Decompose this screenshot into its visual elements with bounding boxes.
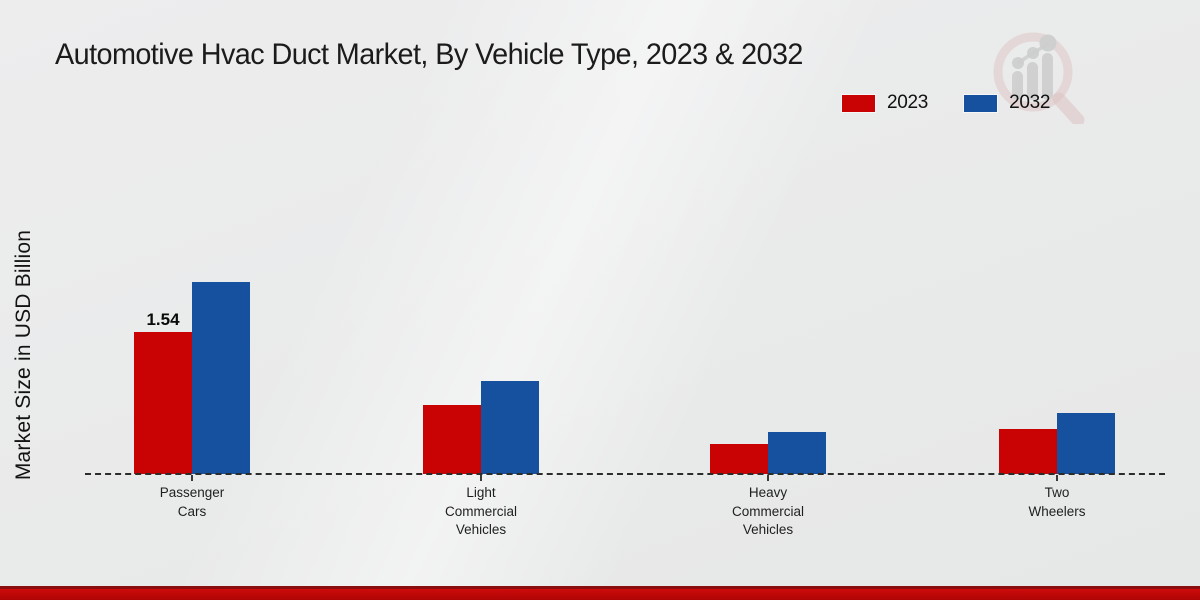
chart-title: Automotive Hvac Duct Market, By Vehicle …: [55, 38, 803, 71]
bar-2032-passenger-cars: [192, 282, 250, 474]
x-axis-tick: [480, 475, 482, 481]
bar-2032-heavy-commercial-vehicles: [768, 431, 826, 474]
legend-item-2023: 2023: [842, 92, 928, 114]
legend-item-2032: 2032: [964, 92, 1050, 114]
x-axis-tick: [1056, 475, 1058, 481]
legend-label: 2032: [1009, 92, 1051, 113]
bar-2032-light-commercial-vehicles: [481, 380, 539, 474]
bar-2023-light-commercial-vehicles: [423, 404, 481, 474]
category-label-light-commercial-vehicles: Light Commercial Vehicles: [444, 485, 517, 537]
bar-2023-two-wheelers: [999, 428, 1057, 474]
legend: 2023 2032: [842, 92, 1050, 114]
legend-swatch-icon: [964, 94, 998, 112]
magnifier-bar-chart-logo-icon: [993, 32, 1085, 124]
bar-2023-heavy-commercial-vehicles: [710, 443, 768, 474]
footer-accent-bar: [0, 586, 1200, 600]
bar-2032-two-wheelers: [1057, 413, 1115, 474]
x-axis-tick: [191, 475, 193, 481]
category-label-passenger-cars: Passenger Cars: [159, 485, 225, 519]
legend-swatch-icon: [842, 94, 875, 112]
x-axis-tick: [767, 475, 769, 481]
legend-label: 2023: [887, 92, 929, 113]
bar-data-label: 1.54: [146, 310, 180, 329]
category-label-two-wheelers: Two Wheelers: [1028, 485, 1086, 519]
bar-2023-passenger-cars: [134, 332, 192, 474]
x-axis-line: [85, 473, 1165, 475]
category-label-heavy-commercial-vehicles: Heavy Commercial Vehicles: [731, 485, 804, 537]
